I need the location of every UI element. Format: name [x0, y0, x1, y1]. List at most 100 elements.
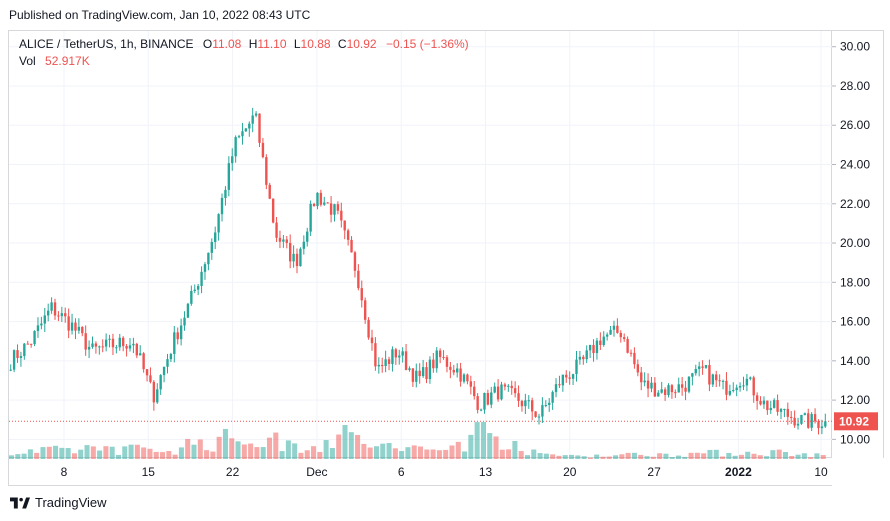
candle-body — [643, 380, 646, 383]
candle-body — [121, 337, 125, 347]
time-tick-label: 20 — [563, 465, 577, 479]
candle-body — [47, 310, 50, 316]
price-axis-scale: 30.00 28.00 26.00 24.00 22.00 20.00 18.00 16.00… — [832, 40, 878, 446]
candle-body — [585, 350, 588, 360]
candle — [26, 340, 29, 345]
candle — [415, 363, 418, 388]
candle-body — [745, 378, 749, 386]
candle-body — [701, 366, 704, 368]
candle-body — [513, 388, 517, 394]
candle-body — [445, 357, 449, 367]
time-tick-label: 13 — [479, 465, 493, 479]
candle — [200, 266, 203, 294]
candle-body — [721, 380, 725, 382]
candle-body — [387, 359, 391, 364]
candle-body — [687, 376, 691, 392]
candle-body — [636, 364, 640, 373]
candle-body — [128, 345, 132, 349]
volume-bar — [713, 449, 719, 459]
volume-bar — [235, 441, 241, 459]
candle — [98, 345, 101, 355]
candle-body — [220, 197, 224, 215]
candle-body — [749, 377, 752, 379]
volume-bar — [619, 454, 625, 459]
candle — [653, 377, 657, 397]
volume-bar — [134, 444, 140, 459]
candle — [360, 280, 363, 308]
candle — [776, 394, 779, 416]
legend-close-label: C — [337, 37, 347, 51]
price-tick-label: 16.00 — [840, 315, 870, 329]
candle — [408, 366, 411, 372]
candle — [254, 111, 258, 118]
candle-body — [479, 409, 483, 411]
volume-bar — [329, 447, 335, 459]
chart-pane[interactable] — [8, 30, 833, 459]
candle — [473, 381, 476, 400]
candle — [40, 316, 43, 330]
candle-body — [244, 128, 248, 132]
candle-body — [541, 405, 544, 417]
candle-body — [452, 369, 455, 373]
candle — [592, 339, 595, 362]
candle-body — [254, 113, 258, 116]
candle-body — [776, 400, 779, 412]
candle — [680, 377, 684, 396]
candlestick-chart[interactable] — [9, 31, 833, 459]
candle — [738, 382, 742, 392]
candle-body — [786, 408, 789, 417]
candle — [442, 350, 445, 360]
candle-body — [677, 384, 680, 393]
candle-body — [23, 343, 26, 357]
volume-bar — [292, 443, 298, 459]
time-tick-label: Dec — [306, 465, 327, 479]
candle — [258, 113, 261, 148]
candle — [121, 336, 125, 352]
volume-bar — [241, 444, 247, 459]
candle — [275, 216, 278, 242]
volume-bar — [694, 452, 700, 459]
candle-body — [411, 368, 415, 382]
candle — [783, 408, 786, 418]
candle — [537, 413, 541, 425]
tradingview-brand-label: TradingView — [35, 495, 107, 510]
tradingview-footer[interactable]: TradingView — [10, 495, 107, 510]
candle — [162, 366, 166, 383]
volume-bar — [801, 453, 807, 459]
candle — [510, 380, 513, 395]
candle — [196, 283, 200, 296]
candle-body — [626, 338, 629, 353]
candle-body — [350, 239, 353, 253]
candle — [483, 392, 486, 414]
candle — [807, 408, 810, 429]
volume-bar — [455, 441, 461, 459]
time-axis[interactable]: 8 15 22 Dec 6 13 20 27 2022 10 — [8, 458, 832, 486]
candle — [404, 343, 408, 371]
candle-body — [329, 203, 333, 215]
candle — [60, 306, 64, 322]
volume-bar — [625, 452, 631, 459]
candle-body — [169, 353, 173, 360]
legend-symbol[interactable]: ALICE / TetherUS, 1h, BINANCE — [19, 37, 194, 51]
candle — [77, 318, 81, 334]
candle — [9, 364, 12, 372]
candle-body — [772, 400, 776, 408]
price-axis[interactable]: 30.00 28.00 26.00 24.00 22.00 20.00 18.00 16.00… — [832, 30, 884, 458]
candle — [207, 252, 210, 271]
candle-body — [732, 390, 735, 392]
candle — [302, 235, 306, 255]
candle-body — [9, 369, 12, 371]
volume-bar — [587, 457, 593, 459]
time-tick-label: 22 — [226, 465, 240, 479]
volume-bar — [562, 455, 568, 459]
candle — [623, 333, 626, 342]
volume-bar — [663, 453, 669, 459]
volume-bar — [487, 433, 493, 459]
candle — [295, 248, 299, 274]
candle-body — [517, 393, 520, 401]
candle-body — [323, 202, 326, 205]
price-tick-label: 22.00 — [840, 197, 870, 211]
candle-body — [132, 343, 135, 346]
candle-body — [551, 392, 554, 403]
candle — [418, 363, 421, 384]
